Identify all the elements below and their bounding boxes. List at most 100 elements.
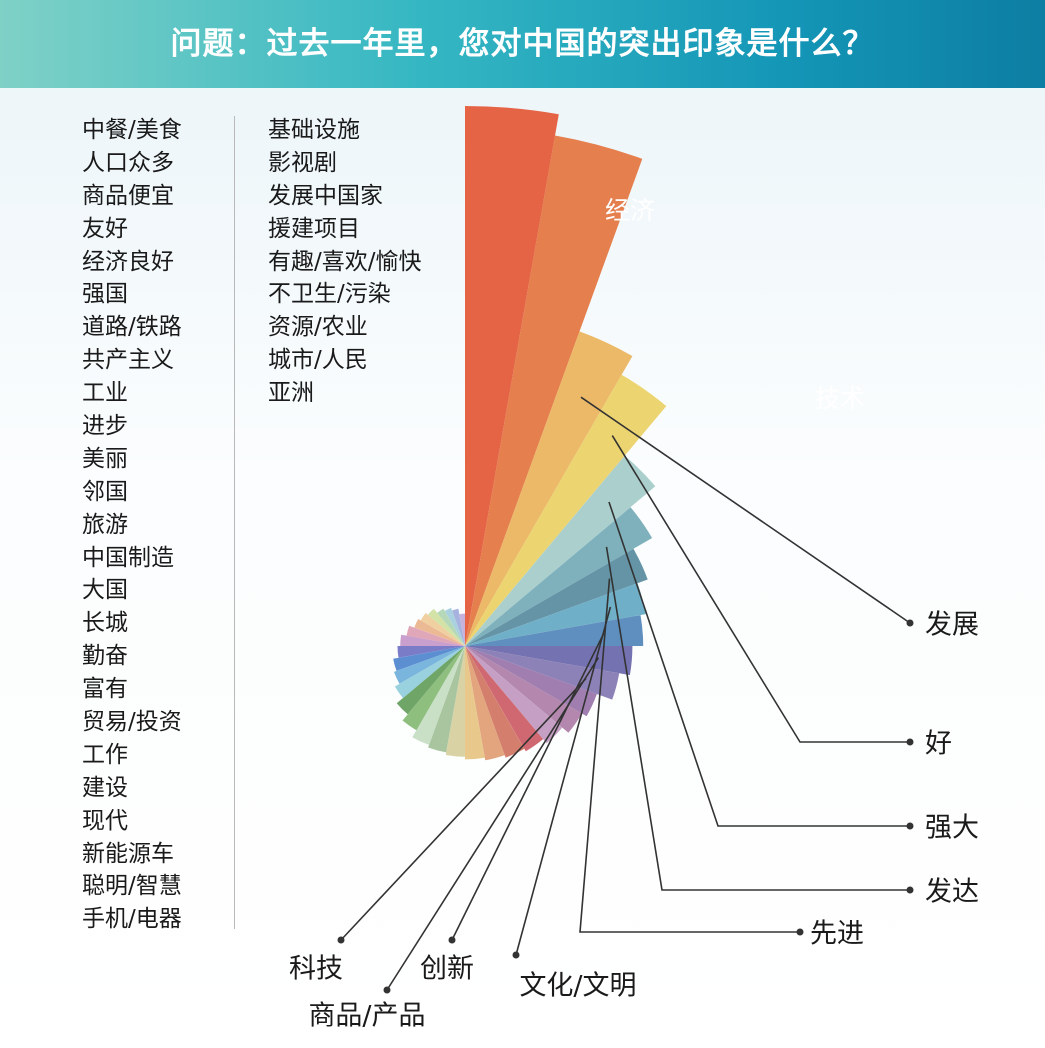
chart-slice xyxy=(465,646,582,733)
slice-annotation: 商品/产品 xyxy=(308,1001,425,1032)
category-list-right: 基础设施影视剧发展中国家援建项目有趣/喜欢/愉快 不卫生/污染 资源/农业城市/人民… xyxy=(268,114,422,410)
list-divider xyxy=(234,116,235,929)
category-item: 工业 xyxy=(82,380,128,407)
category-item: 不卫生/污染 xyxy=(268,281,391,308)
chart-slice xyxy=(452,608,465,646)
chart-slice xyxy=(394,646,465,684)
leader-dot xyxy=(383,986,391,994)
category-item: 发展中国家 xyxy=(268,182,383,209)
chart-slice xyxy=(465,455,656,646)
category-item: 亚洲 xyxy=(268,380,314,407)
category-item: 大国 xyxy=(82,577,128,604)
category-item: 邻国 xyxy=(82,478,128,505)
category-item: 强国 xyxy=(82,281,128,308)
category-list-left: 中餐/美食 人口众多 商品便宜 友好 经济良好 强国 道路/铁路 共产主义 工业 进步 美丽 邻国 旅游… xyxy=(82,114,182,936)
slice-annotation: 文化/文明 xyxy=(519,971,636,1002)
chart-slice xyxy=(465,615,644,646)
category-item: 经济良好 xyxy=(82,248,174,275)
category-item: 现代 xyxy=(82,807,128,834)
category-item: 友好 xyxy=(82,215,128,242)
page-title: 问题：过去一年里，您对中国的突出印象是什么？ xyxy=(170,26,875,62)
slice-label: 经济 xyxy=(605,196,655,225)
header-banner xyxy=(0,0,1045,88)
slice-annotation: 好 xyxy=(925,729,952,760)
category-item: 新能源车 xyxy=(82,840,174,867)
category-item: 勤奋 xyxy=(82,643,128,670)
leader-line xyxy=(580,396,911,624)
slice-annotation: 发达 xyxy=(925,877,979,908)
category-item: 道路/铁路 xyxy=(82,314,182,341)
chart-slice xyxy=(402,646,465,731)
chart-slice xyxy=(437,608,465,646)
chart-slice xyxy=(465,646,563,744)
slice-annotation: 发展 xyxy=(925,610,979,641)
category-item: 基础设施 xyxy=(268,117,360,143)
chart-slice xyxy=(465,331,633,646)
chart-slice xyxy=(428,646,465,753)
category-item: 人口众多 xyxy=(82,149,174,176)
leader-dot xyxy=(906,822,914,830)
leader-line xyxy=(608,501,910,827)
chart-slice xyxy=(396,646,465,715)
leader-dot xyxy=(906,886,914,894)
category-item: 手机/电器 xyxy=(82,906,182,933)
chart-slice xyxy=(400,634,465,646)
chart-slice xyxy=(459,613,465,646)
category-item: 影视剧 xyxy=(268,149,337,176)
leader-dot xyxy=(337,936,345,944)
category-item: 聪明/智慧 xyxy=(82,873,182,900)
chart-slice xyxy=(465,106,559,646)
category-item: 中国制造 xyxy=(82,544,174,571)
category-item: 富有 xyxy=(82,676,128,703)
category-item: 城市/人民 xyxy=(268,347,368,374)
category-item: 有趣/喜欢/愉快 xyxy=(268,248,422,275)
chart-slice xyxy=(465,646,597,717)
category-item: 建设 xyxy=(82,774,128,801)
leader-line xyxy=(451,633,605,941)
leader-dot xyxy=(448,936,456,944)
chart-slice xyxy=(465,135,643,646)
chart-slice xyxy=(465,646,633,676)
chart-slice xyxy=(465,583,646,646)
category-item: 商品便宜 xyxy=(82,182,174,209)
category-item: 进步 xyxy=(82,413,128,440)
chart-slice xyxy=(412,646,465,745)
chart-slice xyxy=(465,646,505,761)
category-item: 长城 xyxy=(82,610,128,637)
leader-dot xyxy=(906,738,914,746)
leader-line xyxy=(386,657,600,991)
leader-line xyxy=(579,578,800,933)
chart-slice xyxy=(414,619,465,646)
chart-slice xyxy=(444,607,465,646)
slice-annotation: 科技 xyxy=(289,954,343,985)
leader-line xyxy=(611,435,910,743)
leader-dot xyxy=(512,951,520,959)
leader-dot xyxy=(796,928,804,936)
chart-slice xyxy=(465,548,648,646)
chart-slice xyxy=(397,646,465,658)
leader-line xyxy=(605,546,910,891)
category-item: 资源/农业 xyxy=(268,314,368,341)
chart-slice xyxy=(406,625,465,646)
chart-slice xyxy=(445,646,465,757)
leader-dot xyxy=(906,619,914,627)
category-item: 旅游 xyxy=(82,511,128,538)
category-item: 中餐/美食 xyxy=(82,117,182,143)
leader-line xyxy=(340,677,587,941)
category-item: 工作 xyxy=(82,741,128,768)
chart-slice xyxy=(420,613,465,646)
slice-annotation: 先进 xyxy=(810,919,864,950)
slice-annotation: 创新 xyxy=(420,954,474,985)
chart-slice xyxy=(394,646,465,699)
category-item: 援建项目 xyxy=(268,215,360,242)
chart-slice xyxy=(465,507,653,646)
category-item: 贸易/投资 xyxy=(82,709,182,736)
slice-annotation: 强大 xyxy=(925,813,979,844)
slice-label: 技术 xyxy=(815,384,865,413)
category-item: 共产主义 xyxy=(82,347,174,374)
chart-slice xyxy=(465,646,544,752)
chart-slice xyxy=(465,646,525,758)
chart-slice xyxy=(427,608,465,646)
chart-slice xyxy=(465,646,485,760)
